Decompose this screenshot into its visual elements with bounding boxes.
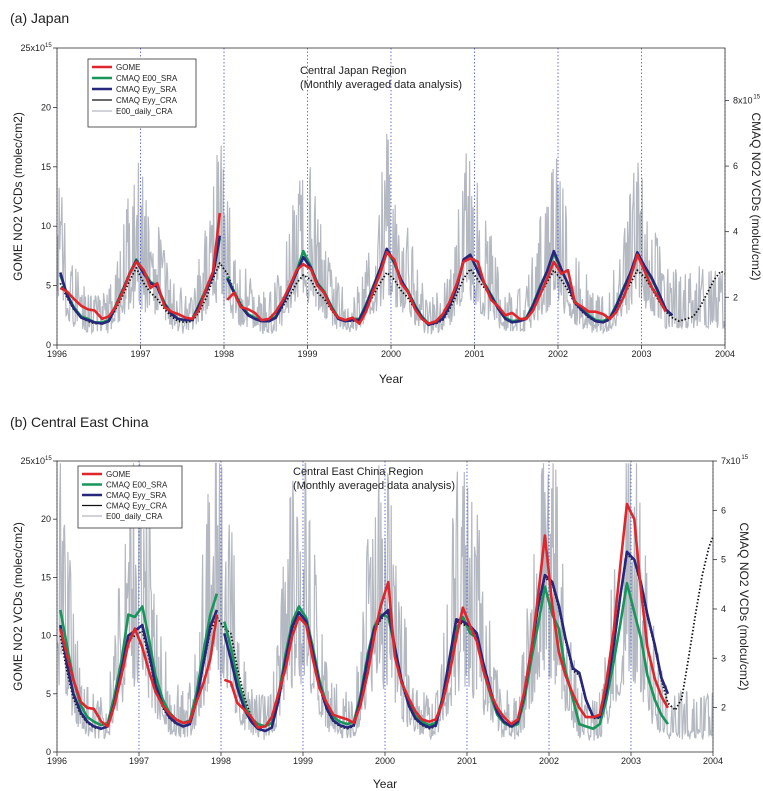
legend-item: E00_daily_CRA — [106, 512, 163, 521]
x-tick-label: 2004 — [715, 349, 735, 359]
legend-item: E00_daily_CRA — [116, 107, 173, 116]
y-tick-exponent-left: 15 — [45, 43, 52, 49]
y-tick-label-right: 5 — [721, 555, 726, 565]
y-tick-label-right: 8x10 — [733, 95, 753, 105]
legend-box — [77, 465, 183, 529]
y-axis-label-left: GOME NO2 VCDs (molec/cm2) — [11, 522, 25, 691]
x-tick-label: 1996 — [47, 349, 67, 359]
y-tick-label-right: 4 — [733, 227, 738, 237]
y-tick-label-left: 15 — [41, 572, 51, 582]
y-axis-label-right: CMAQ NO2 VCDs (molcu/cm2) — [737, 522, 751, 690]
x-tick-label: 2002 — [539, 756, 559, 766]
x-axis-label: Year — [373, 777, 397, 791]
x-tick-label: 2001 — [464, 349, 484, 359]
y-tick-label-right: 6 — [721, 505, 726, 515]
legend-item: GOME — [106, 470, 130, 479]
x-tick-label: 1998 — [211, 756, 231, 766]
legend-item: CMAQ Eyy_SRA — [116, 85, 177, 94]
y-tick-label-left: 25x10 — [20, 43, 45, 53]
panel-title-japan: (a) Japan — [10, 10, 70, 26]
x-tick-label: 2003 — [621, 756, 641, 766]
region-annotation: Central East China Region — [293, 466, 423, 478]
legend-box — [87, 58, 197, 128]
x-tick-label: 1998 — [214, 349, 234, 359]
y-tick-label-right: 2 — [721, 703, 726, 713]
chart-china: 1996 1997 1998 1999 2000 2001 2002 2003 2004Year… — [11, 455, 751, 791]
y-tick-label-right: 6 — [733, 161, 738, 171]
panel-title-china: (b) Central East China — [10, 414, 149, 430]
region-annotation: Central Japan Region — [300, 65, 406, 77]
y-tick-exponent-right: 15 — [741, 455, 748, 461]
legend-item: CMAQ Eyy_SRA — [106, 491, 167, 500]
y-tick-label-left: 0 — [46, 340, 51, 350]
y-tick-exponent-left: 15 — [45, 456, 52, 462]
y-tick-exponent-right: 15 — [753, 94, 760, 100]
x-tick-label: 2000 — [381, 349, 401, 359]
y-tick-label-left: 5 — [46, 689, 51, 699]
x-tick-label: 1999 — [293, 756, 313, 766]
legend-item: CMAQ Eyy_CRA — [116, 96, 178, 105]
x-tick-label: 2001 — [457, 756, 477, 766]
x-tick-label: 1997 — [130, 349, 150, 359]
y-tick-label-right: 2 — [733, 292, 738, 302]
y-tick-label-left: 25x10 — [20, 456, 45, 466]
y-tick-label-right: 4 — [721, 604, 726, 614]
legend-item: GOME — [116, 63, 140, 72]
x-tick-label: 2003 — [631, 349, 651, 359]
y-tick-label-right: 3 — [721, 653, 726, 663]
legend-item: CMAQ Eyy_CRA — [106, 502, 168, 511]
y-axis-label-right: CMAQ NO2 VCDs (molcu/cm2) — [749, 112, 763, 280]
chart-japan: 1996 1997 1998 1999 2000 2001 2002 2003 2004Year… — [11, 43, 763, 386]
x-tick-label: 2004 — [703, 756, 723, 766]
x-tick-label: 1996 — [47, 756, 67, 766]
x-axis-label: Year — [379, 372, 403, 386]
x-tick-label: 1999 — [297, 349, 317, 359]
y-tick-label-left: 10 — [41, 631, 51, 641]
y-tick-label-left: 20 — [41, 514, 51, 524]
region-annotation: (Monthly averaged data analysis) — [293, 480, 455, 492]
x-tick-label: 2002 — [548, 349, 568, 359]
y-axis-label-left: GOME NO2 VCDs (molec/cm2) — [11, 112, 25, 281]
x-tick-label: 1997 — [129, 756, 149, 766]
y-tick-label-left: 15 — [41, 162, 51, 172]
legend-item: CMAQ E00_SRA — [116, 74, 178, 83]
series-line-gome — [59, 212, 667, 325]
y-tick-label-left: 10 — [41, 221, 51, 231]
series-line-gome — [59, 502, 670, 729]
y-tick-label-left: 20 — [41, 102, 51, 112]
y-tick-label-left: 0 — [46, 747, 51, 757]
y-tick-label-left: 5 — [46, 281, 51, 291]
legend-item: CMAQ E00_SRA — [106, 481, 168, 490]
y-tick-label-right: 7x10 — [721, 456, 741, 466]
region-annotation: (Monthly averaged data analysis) — [300, 79, 462, 91]
x-tick-label: 2000 — [375, 756, 395, 766]
